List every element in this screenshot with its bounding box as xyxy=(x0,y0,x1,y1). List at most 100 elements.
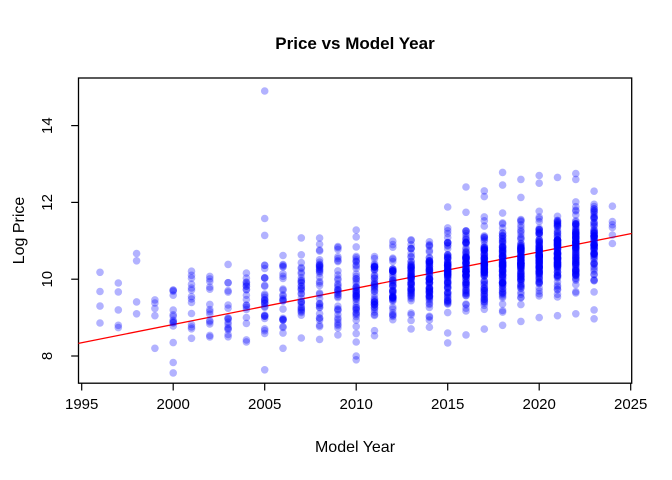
data-point xyxy=(443,262,452,270)
data-point xyxy=(389,286,397,294)
data-point xyxy=(443,283,452,291)
data-point xyxy=(462,307,470,315)
data-point xyxy=(462,271,470,280)
data-point xyxy=(535,271,543,279)
data-point xyxy=(425,258,434,267)
data-point xyxy=(260,325,269,333)
data-point xyxy=(572,280,580,289)
data-point xyxy=(297,276,306,285)
data-point xyxy=(572,220,580,228)
data-point xyxy=(279,274,287,283)
data-point xyxy=(370,291,379,299)
data-point xyxy=(132,257,141,265)
data-point xyxy=(553,254,562,262)
data-point xyxy=(535,236,543,244)
data-point xyxy=(498,231,507,240)
data-point xyxy=(572,271,580,279)
data-point xyxy=(535,252,543,260)
data-point xyxy=(334,243,342,252)
data-point xyxy=(553,244,562,252)
data-point xyxy=(407,263,415,272)
data-point xyxy=(242,278,251,287)
x-tick-label: 1995 xyxy=(65,396,98,413)
data-point xyxy=(498,278,507,287)
data-point xyxy=(480,268,489,277)
data-point xyxy=(480,251,489,260)
data-point xyxy=(572,253,580,262)
data-point xyxy=(517,260,525,268)
data-point xyxy=(462,183,470,191)
data-point xyxy=(315,265,324,274)
data-point xyxy=(260,312,269,321)
data-point xyxy=(389,281,397,290)
data-point xyxy=(242,291,251,300)
data-point xyxy=(389,287,397,295)
data-point xyxy=(315,279,324,287)
data-point xyxy=(407,280,415,289)
data-point xyxy=(498,271,507,280)
data-point xyxy=(425,242,434,250)
data-point xyxy=(553,239,562,247)
data-point xyxy=(407,267,415,275)
data-point xyxy=(572,267,580,276)
data-point xyxy=(480,290,489,299)
data-point xyxy=(425,291,434,300)
data-point xyxy=(425,278,434,287)
data-point xyxy=(260,311,269,319)
data-point xyxy=(297,263,306,272)
data-point xyxy=(389,311,397,319)
data-point xyxy=(462,264,470,273)
data-point xyxy=(572,241,580,249)
data-point xyxy=(370,298,379,307)
data-point xyxy=(462,250,470,259)
data-point xyxy=(389,292,397,301)
data-point xyxy=(498,260,507,268)
data-point xyxy=(370,272,379,280)
data-point xyxy=(553,253,562,262)
data-point xyxy=(590,248,598,257)
data-point xyxy=(407,310,415,319)
data-point xyxy=(553,240,562,249)
data-point xyxy=(315,260,324,269)
data-point xyxy=(407,289,415,298)
data-point xyxy=(352,303,361,312)
data-point xyxy=(572,266,580,274)
data-point xyxy=(535,245,543,254)
data-point xyxy=(535,265,543,274)
data-point xyxy=(480,253,489,262)
data-point xyxy=(480,254,489,263)
data-point xyxy=(590,214,598,222)
data-point xyxy=(425,246,434,255)
data-point xyxy=(407,252,415,261)
data-point xyxy=(242,280,251,289)
data-point xyxy=(553,221,562,230)
data-point xyxy=(590,231,598,240)
data-point xyxy=(279,296,287,304)
data-point xyxy=(535,313,543,322)
data-point xyxy=(151,311,159,320)
data-point xyxy=(498,300,507,308)
data-point xyxy=(517,234,525,242)
data-point xyxy=(187,267,196,276)
data-point xyxy=(572,236,580,244)
data-point xyxy=(443,269,452,278)
data-point xyxy=(389,267,397,276)
data-point xyxy=(590,226,598,234)
data-point xyxy=(553,258,562,266)
data-point xyxy=(443,298,452,307)
data-point xyxy=(480,260,489,269)
data-point xyxy=(572,243,580,252)
data-point xyxy=(590,288,598,296)
data-point xyxy=(572,254,580,262)
data-point xyxy=(498,220,507,228)
data-point xyxy=(443,261,452,270)
data-point xyxy=(553,237,562,246)
data-point xyxy=(425,254,434,262)
data-point xyxy=(517,245,525,253)
data-point xyxy=(425,241,434,250)
data-point xyxy=(443,253,452,261)
data-point xyxy=(260,298,269,307)
data-point xyxy=(260,302,269,311)
data-point xyxy=(517,257,525,266)
